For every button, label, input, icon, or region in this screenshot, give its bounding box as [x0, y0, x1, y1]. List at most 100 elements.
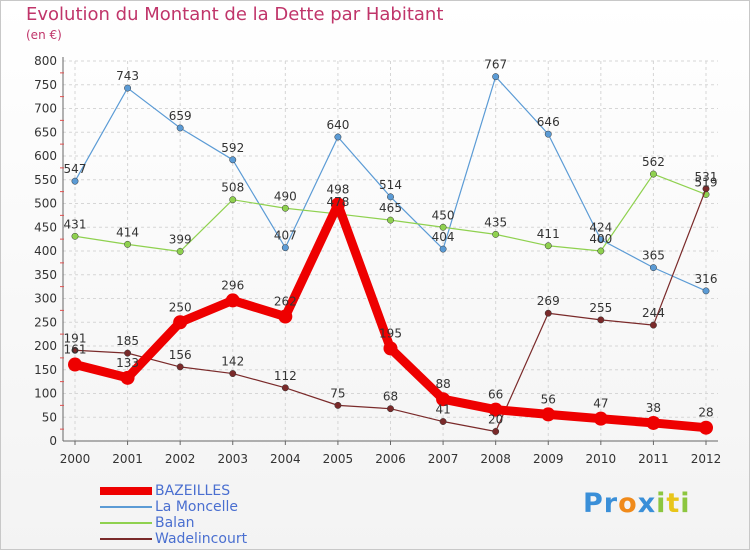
data-point [488, 402, 503, 417]
data-label: 431 [64, 217, 87, 231]
proxiti-logo: Proxiti [583, 488, 691, 519]
data-label: 407 [274, 229, 297, 243]
data-point [387, 216, 394, 224]
data-label: 646 [537, 115, 560, 129]
data-point [439, 245, 447, 253]
data-point [492, 428, 500, 435]
data-label: 562 [642, 155, 665, 169]
data-label: 424 [589, 221, 612, 235]
data-label: 498 [326, 182, 349, 196]
x-tick-label: 2006 [375, 452, 406, 466]
y-tick-label: 450 [34, 220, 57, 234]
legend-swatch [100, 487, 152, 495]
logo-letter: P [583, 488, 604, 519]
data-labels: 547 743 659 592 407 640 514 404 767 646 424 365 316 4… [64, 58, 718, 427]
data-point [71, 232, 79, 240]
x-tick-label: 2011 [638, 452, 669, 466]
chart-title: Evolution du Montant de la Dette par Hab… [26, 4, 444, 25]
legend-swatch [100, 538, 152, 540]
data-label: 195 [379, 326, 402, 340]
data-point [281, 204, 289, 212]
data-label: 38 [646, 401, 661, 415]
data-point [597, 247, 605, 255]
data-label: 640 [326, 118, 349, 132]
logo-letter: t [666, 488, 681, 519]
data-label: 767 [484, 58, 507, 72]
x-tick-label: 2004 [270, 452, 301, 466]
y-tick-label: 50 [42, 410, 57, 424]
data-label: 519 [695, 175, 718, 189]
data-label: 88 [435, 377, 450, 391]
data-point [229, 156, 237, 164]
x-tick-label: 2009 [533, 452, 564, 466]
legend-label: Wadelincourt [155, 531, 248, 547]
data-label: 244 [642, 306, 665, 320]
x-tick-label: 2002 [165, 452, 196, 466]
data-label: 411 [537, 227, 560, 241]
data-point [649, 170, 657, 178]
data-label: 490 [274, 189, 297, 203]
data-point [281, 244, 289, 252]
legend-swatch [100, 522, 152, 524]
logo-letter: o [618, 488, 638, 519]
data-label: 478 [326, 195, 349, 209]
y-tick-label: 600 [34, 149, 57, 163]
data-label: 161 [64, 343, 87, 357]
data-label: 414 [116, 225, 139, 239]
data-label: 743 [116, 69, 139, 83]
data-point [124, 349, 132, 357]
data-point [229, 196, 237, 204]
data-point [492, 73, 500, 81]
data-label: 400 [589, 232, 612, 246]
y-tick-label: 800 [34, 54, 57, 68]
y-tick-label: 100 [34, 387, 57, 401]
grid [63, 60, 718, 442]
y-tick-label: 650 [34, 125, 57, 139]
data-point [176, 363, 184, 371]
y-tick-label: 700 [34, 102, 57, 116]
data-label: 514 [379, 178, 402, 192]
data-point [124, 84, 132, 92]
y-tick-label: 350 [34, 268, 57, 282]
data-label: 316 [695, 272, 718, 286]
data-point [225, 293, 240, 308]
legend-label: BAZEILLES [155, 483, 231, 499]
x-tick-label: 2005 [323, 452, 354, 466]
data-label: 250 [169, 300, 192, 314]
data-point [544, 130, 552, 138]
y-tick-label: 300 [34, 292, 57, 306]
data-label: 191 [64, 331, 87, 345]
data-point [334, 133, 342, 141]
series [68, 73, 713, 435]
data-label: 66 [488, 388, 503, 402]
data-point [281, 384, 289, 392]
data-label: 56 [541, 392, 556, 406]
data-label: 20 [488, 413, 503, 427]
data-label: 365 [642, 249, 665, 263]
x-tick-label: 2012 [691, 452, 722, 466]
data-label: 255 [589, 301, 612, 315]
data-label: 68 [383, 390, 398, 404]
data-point [439, 223, 447, 231]
data-point [383, 341, 398, 356]
data-point [597, 236, 605, 244]
data-point [120, 370, 135, 385]
data-point [699, 420, 713, 435]
data-point [702, 287, 710, 295]
data-point [176, 124, 184, 132]
data-label: 269 [537, 294, 560, 308]
data-point [334, 401, 342, 409]
data-label: 185 [116, 334, 139, 348]
x-tick-label: 2007 [428, 452, 459, 466]
data-label: 592 [221, 141, 244, 155]
y-tick-label: 400 [34, 244, 57, 258]
data-label: 41 [435, 403, 450, 417]
data-label: 450 [432, 208, 455, 222]
data-point [541, 407, 556, 422]
x-tick-label: 2000 [60, 452, 91, 466]
data-point [278, 309, 293, 324]
legend-swatch [100, 506, 152, 508]
data-point [597, 316, 605, 324]
data-label: 547 [64, 162, 87, 176]
